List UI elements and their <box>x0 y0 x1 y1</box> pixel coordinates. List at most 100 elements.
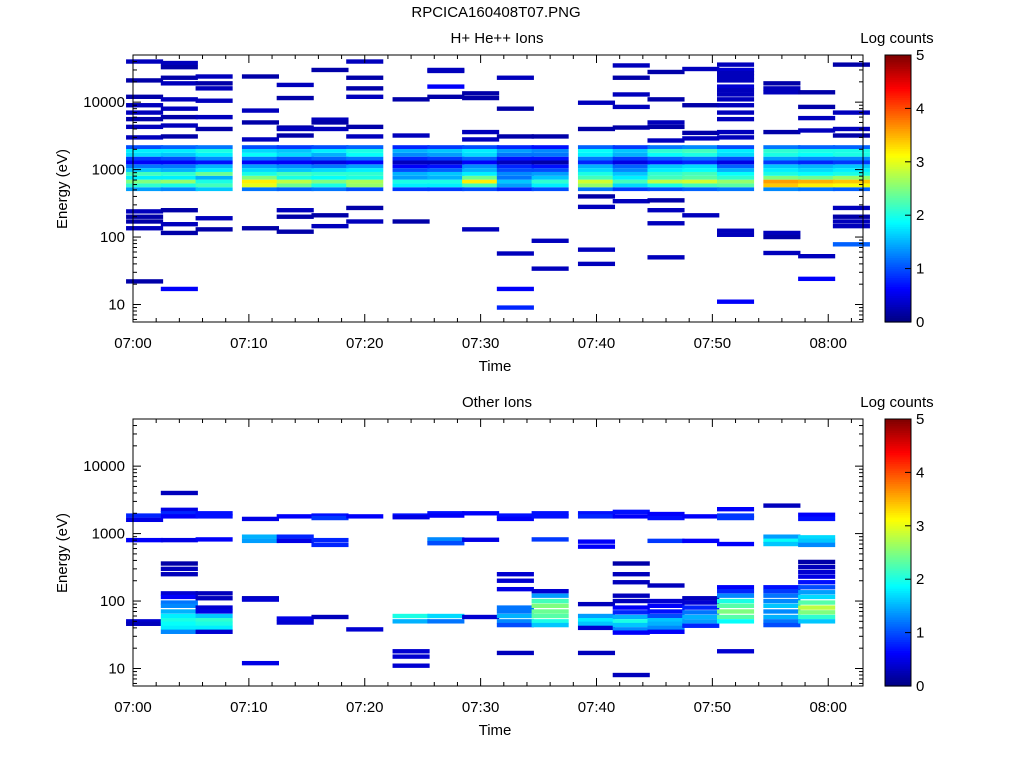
heatmap-cell <box>798 149 836 153</box>
y-tick-label: 10 <box>108 660 125 677</box>
heatmap-cell <box>195 152 233 157</box>
heatmap-cell <box>276 208 314 213</box>
colorbar-segment <box>885 135 911 138</box>
colorbar-segment <box>885 521 911 525</box>
colorbar-segment <box>885 481 911 485</box>
heatmap-cell <box>241 660 279 666</box>
colorbar-segment <box>885 275 911 279</box>
colorbar-segment <box>885 421 911 425</box>
heatmap-cell <box>160 566 198 572</box>
heatmap-cell <box>160 625 198 631</box>
heatmap-cell <box>392 168 430 172</box>
heatmap-cell <box>763 183 801 188</box>
x-tick-label: 07:00 <box>114 699 152 716</box>
colorbar-segment <box>885 219 911 223</box>
colorbar-segment <box>885 672 911 676</box>
heatmap-cell <box>160 222 198 227</box>
colorbar-segment <box>885 66 911 69</box>
heatmap-cell <box>717 129 755 135</box>
colorbar-tick-label: 1 <box>916 261 924 278</box>
heatmap-cell <box>160 507 198 513</box>
heatmap-cell <box>496 251 534 256</box>
heatmap-cell <box>276 126 314 132</box>
heatmap-cell <box>612 92 650 97</box>
heatmap-cell <box>241 179 279 184</box>
heatmap-cell <box>195 81 233 86</box>
heatmap-cell <box>531 537 569 542</box>
colorbar-segment <box>885 103 911 107</box>
heatmap-cell <box>682 614 720 620</box>
heatmap-cell <box>346 514 384 519</box>
heatmap-cell <box>763 152 801 157</box>
heatmap-cell <box>531 266 569 271</box>
heatmap-cell <box>647 120 685 125</box>
colorbar-segment <box>885 157 911 161</box>
colorbar-segment <box>885 637 911 640</box>
colorbar-segment <box>885 215 911 219</box>
colorbar-segment <box>885 472 911 476</box>
colorbar-segment <box>885 663 911 667</box>
heatmap-cell <box>647 168 685 172</box>
heatmap-cell <box>717 593 755 598</box>
heatmap-cell <box>798 128 836 133</box>
heatmap-cell <box>612 593 650 598</box>
heatmap-cell <box>311 187 349 192</box>
heatmap-cell <box>160 594 198 600</box>
colorbar-segment <box>885 496 911 500</box>
heatmap-cell <box>612 125 650 130</box>
heatmap-cell <box>763 609 801 614</box>
heatmap-cell <box>241 171 279 176</box>
colorbar-segment <box>885 117 911 121</box>
heatmap-cell <box>832 214 870 219</box>
heatmap-cell <box>531 593 569 598</box>
colorbar-segment <box>885 679 911 683</box>
heatmap-cell <box>311 183 349 188</box>
heatmap-cell <box>276 168 314 172</box>
heatmap-cell <box>577 204 616 210</box>
heatmap-cell <box>717 515 755 521</box>
heatmap-cell <box>160 179 198 184</box>
heatmap-cell <box>346 179 384 184</box>
colorbar-segment <box>885 523 911 527</box>
heatmap-cell <box>276 214 314 219</box>
heatmap-cell <box>717 145 755 150</box>
heatmap-cell <box>531 160 569 165</box>
heatmap-cell <box>160 187 198 192</box>
heatmap-cell <box>647 621 685 626</box>
heatmap-cell <box>160 286 198 292</box>
heatmap-cell <box>392 219 430 224</box>
heatmap-cell <box>717 649 755 654</box>
colorbar-segment <box>885 210 911 214</box>
heatmap-cell <box>531 152 569 157</box>
heatmap-cell <box>717 179 755 184</box>
heatmap-cell <box>763 149 801 153</box>
heatmap-cell <box>612 580 650 585</box>
colorbar-segment <box>885 317 911 321</box>
colorbar-segment <box>885 643 911 647</box>
colorbar-segment <box>885 141 911 145</box>
panel-title: H+ He++ Ions <box>451 30 544 47</box>
heatmap-cell <box>195 164 233 169</box>
heatmap-cell <box>160 572 198 577</box>
heatmap-cell <box>427 513 465 518</box>
colorbar-segment <box>885 434 911 438</box>
colorbar-segment <box>885 454 911 458</box>
colorbar-segment <box>885 237 911 241</box>
colorbar-segment <box>885 610 911 614</box>
colorbar-segment <box>885 319 911 323</box>
heatmap-cell <box>276 538 314 544</box>
heatmap-cell <box>798 156 836 161</box>
heatmap-cell <box>798 512 836 517</box>
heatmap-cell <box>612 672 650 678</box>
heatmap-cell <box>612 75 650 80</box>
y-tick-label: 10000 <box>83 458 125 475</box>
heatmap-cell <box>832 156 870 161</box>
heatmap-cell <box>531 238 569 243</box>
heatmap-cell <box>241 149 279 153</box>
heatmap-cell <box>717 78 755 83</box>
heatmap-cell <box>311 542 349 548</box>
heatmap-cell <box>427 619 465 624</box>
colorbar-segment <box>885 115 911 118</box>
x-tick-label: 07:40 <box>578 335 616 352</box>
heatmap-cell <box>276 95 314 101</box>
